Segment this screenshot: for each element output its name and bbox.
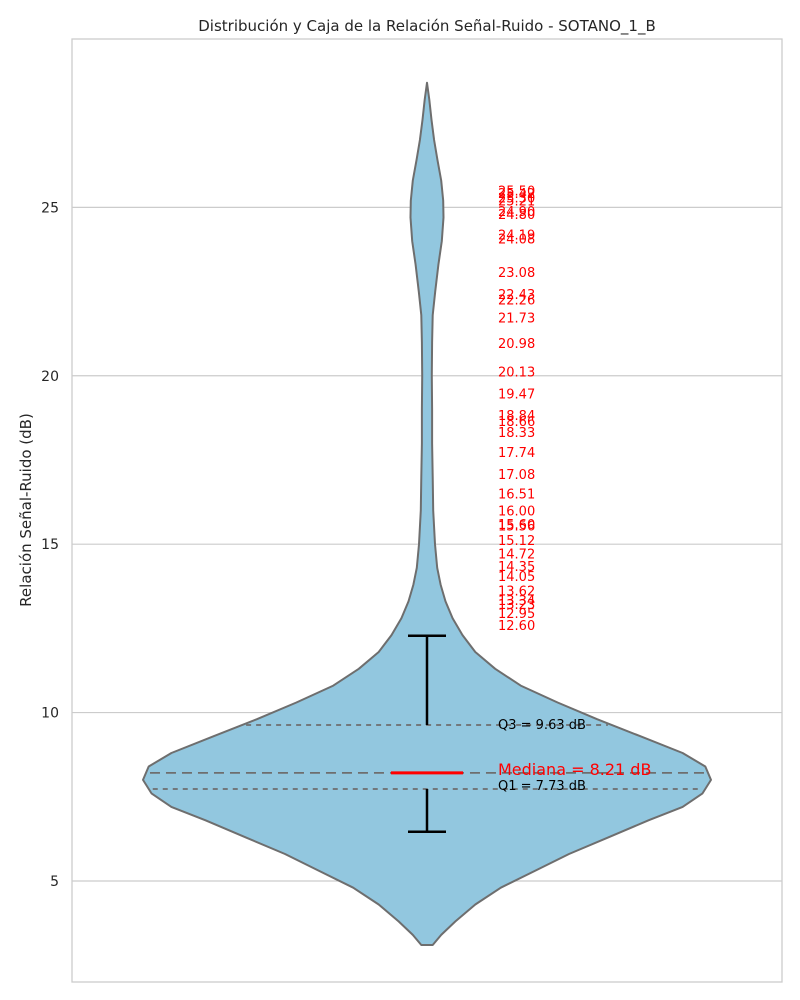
outlier-label-32: 25.50 [498,185,535,200]
outlier-label-22: 22.26 [498,294,535,309]
outlier-label-0: 12.60 [498,619,535,634]
y-tick-label-20: 20 [41,369,59,385]
outlier-label-12: 16.51 [498,487,535,502]
outlier-label-18: 19.47 [498,388,535,403]
outlier-label-28: 24.90 [498,205,535,220]
outlier-label-11: 16.00 [498,505,535,520]
outlier-label-23: 22.43 [498,288,535,303]
median-label: Mediana = 8.21 dB [498,760,651,779]
outlier-label-15: 18.33 [498,426,535,441]
y-axis-label: Relación Señal-Ruido (dB) [17,413,35,607]
y-axis-ticks: 5 10 15 20 25 [41,200,59,890]
outlier-label-31: 25.42 [498,187,535,202]
outlier-label-1: 12.95 [498,607,535,622]
outlier-label-27: 24.80 [498,208,535,223]
outlier-labels: 12.6012.9513.2313.3413.6214.0514.3514.72… [498,185,535,634]
violin-body [142,81,712,946]
outlier-label-5: 14.05 [498,570,535,585]
y-tick-label-10: 10 [41,706,59,722]
outlier-label-24: 23.08 [498,266,535,281]
outlier-label-10: 15.60 [498,518,535,533]
outlier-label-19: 20.13 [498,365,535,380]
outlier-label-4: 13.62 [498,585,535,600]
y-tick-label-25: 25 [41,200,59,216]
outlier-label-13: 17.08 [498,468,535,483]
outlier-label-20: 20.98 [498,337,535,352]
outlier-label-25: 24.08 [498,232,535,247]
outlier-label-3: 13.34 [498,594,535,609]
plot-frame [71,38,783,983]
chart-title: Distribución y Caja de la Relación Señal… [198,17,655,36]
outlier-label-29: 25.21 [498,194,535,209]
outlier-label-16: 18.66 [498,415,535,430]
outlier-label-6: 14.35 [498,560,535,575]
y-tick-label-15: 15 [41,537,59,553]
y-tick-label-5: 5 [50,874,59,890]
q3-label: Q3 = 9.63 dB [498,718,586,733]
outlier-label-9: 15.56 [498,519,535,534]
outlier-label-7: 14.72 [498,548,535,563]
outlier-label-8: 15.12 [498,534,535,549]
outlier-label-26: 24.19 [498,229,535,244]
outlier-label-30: 25.30 [498,191,535,206]
outlier-label-21: 21.73 [498,312,535,327]
box-layer [391,634,463,834]
outlier-label-17: 18.84 [498,409,535,424]
q1-label: Q1 = 7.73 dB [498,779,586,794]
outlier-label-14: 17.74 [498,446,535,461]
outlier-label-2: 13.23 [498,598,535,613]
